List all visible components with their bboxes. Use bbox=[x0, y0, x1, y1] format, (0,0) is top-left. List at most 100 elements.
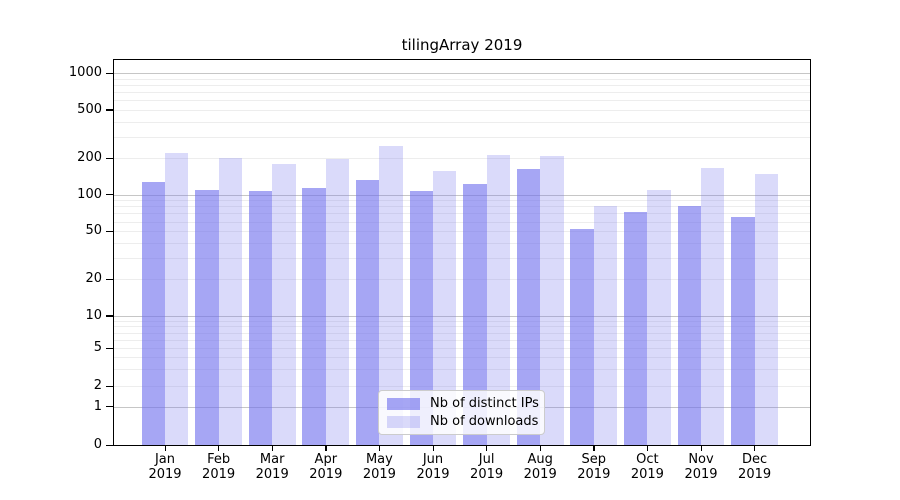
plot-area bbox=[114, 60, 810, 445]
y-tick-label-0: 0 bbox=[93, 437, 102, 452]
bar-aug-downloads bbox=[540, 156, 564, 445]
x-tick-mark-sep bbox=[593, 445, 595, 451]
bar-oct-downloads bbox=[647, 189, 671, 445]
gridline-minor-600 bbox=[114, 100, 810, 102]
gridline-minor-800 bbox=[114, 85, 810, 87]
y-tick-mark-500 bbox=[106, 109, 113, 111]
x-tick-label-sep: Sep 2019 bbox=[577, 452, 611, 482]
gridline-minor-300 bbox=[114, 136, 810, 138]
gridline-minor-400 bbox=[114, 121, 810, 123]
bar-jan-downloads bbox=[165, 152, 189, 445]
legend: Nb of distinct IPs Nb of downloads bbox=[378, 390, 545, 435]
gridline-minor-900 bbox=[114, 78, 810, 80]
legend-row-distinct-ips: Nb of distinct IPs bbox=[387, 396, 539, 411]
gridline-minor-90 bbox=[114, 200, 810, 202]
x-tick-mark-nov bbox=[700, 445, 702, 451]
bar-dec-downloads bbox=[754, 173, 778, 445]
y-tick-label-2: 2 bbox=[93, 378, 102, 393]
y-tick-label-20: 20 bbox=[85, 271, 102, 287]
x-tick-label-apr: Apr 2019 bbox=[309, 452, 343, 482]
chart-title: tilingArray 2019 bbox=[401, 36, 523, 54]
x-tick-label-nov: Nov 2019 bbox=[684, 452, 718, 482]
x-tick-mark-feb bbox=[218, 445, 220, 451]
gridline-minor-60 bbox=[114, 221, 810, 223]
x-tick-mark-aug bbox=[539, 445, 541, 451]
x-tick-label-feb: Feb 2019 bbox=[202, 452, 236, 482]
gridline-minor-50 bbox=[114, 231, 810, 233]
bar-mar-distinct-ips bbox=[248, 190, 273, 445]
gridline-minor-40 bbox=[114, 242, 810, 244]
gridline-major-100 bbox=[114, 194, 810, 196]
bar-jul-downloads bbox=[486, 154, 510, 445]
x-tick-mark-jul bbox=[486, 445, 488, 451]
gridline-minor-9 bbox=[114, 320, 810, 322]
legend-swatch-downloads bbox=[387, 415, 420, 428]
bar-may-downloads bbox=[379, 146, 403, 445]
x-tick-mark-may bbox=[378, 445, 381, 451]
y-tick-label-1000: 1000 bbox=[68, 65, 102, 81]
y-tick-label-5: 5 bbox=[93, 340, 102, 356]
x-tick-mark-dec bbox=[754, 445, 756, 451]
x-tick-mark-jan bbox=[164, 445, 166, 451]
y-tick-label-100: 100 bbox=[77, 186, 102, 202]
gridline-minor-500 bbox=[114, 109, 810, 111]
y-tick-mark-200 bbox=[106, 157, 113, 159]
y-tick-label-500: 500 bbox=[77, 101, 102, 117]
gridline-major-1000 bbox=[114, 73, 810, 75]
gridline-minor-7 bbox=[114, 332, 810, 334]
y-tick-mark-5 bbox=[106, 347, 113, 350]
gridline-minor-80 bbox=[114, 206, 810, 208]
y-tick-mark-50 bbox=[106, 230, 113, 232]
y-tick-mark-10 bbox=[106, 315, 113, 317]
y-tick-label-50: 50 bbox=[85, 223, 102, 239]
gridline-minor-3 bbox=[114, 369, 810, 371]
y-tick-label-1: 1 bbox=[93, 398, 102, 414]
x-tick-mark-jun bbox=[432, 445, 434, 451]
gridline-minor-20 bbox=[114, 279, 810, 281]
bar-feb-downloads bbox=[218, 158, 242, 445]
y-tick-mark-20 bbox=[106, 278, 113, 281]
gridline-minor-4 bbox=[114, 357, 810, 359]
y-tick-label-10: 10 bbox=[85, 307, 102, 323]
bar-nov-downloads bbox=[701, 168, 725, 445]
gridline-minor-5 bbox=[114, 348, 810, 350]
y-tick-mark-100 bbox=[106, 194, 113, 196]
bar-apr-distinct-ips bbox=[302, 187, 326, 445]
x-tick-mark-oct bbox=[646, 445, 649, 451]
gridline-minor-200 bbox=[114, 158, 810, 160]
bar-jun-distinct-ips bbox=[409, 190, 433, 445]
x-tick-mark-mar bbox=[271, 445, 273, 451]
x-tick-label-oct: Oct 2019 bbox=[630, 452, 664, 482]
gridline-major-10 bbox=[114, 315, 810, 317]
bar-jul-distinct-ips bbox=[463, 184, 487, 445]
bar-sep-distinct-ips bbox=[570, 229, 594, 445]
bar-dec-distinct-ips bbox=[731, 217, 755, 445]
x-tick-label-may: May 2019 bbox=[362, 452, 396, 482]
bar-mar-downloads bbox=[272, 164, 296, 445]
x-tick-label-dec: Dec 2019 bbox=[738, 452, 772, 482]
gridline-minor-6 bbox=[114, 339, 810, 341]
x-tick-label-jan: Jan 2019 bbox=[148, 452, 182, 482]
y-tick-mark-2 bbox=[106, 385, 113, 387]
y-tick-mark-1000 bbox=[106, 72, 113, 75]
gridline-minor-8 bbox=[114, 326, 810, 328]
bar-oct-distinct-ips bbox=[624, 211, 648, 445]
x-tick-label-aug: Aug 2019 bbox=[523, 452, 557, 482]
legend-label-downloads: Nb of downloads bbox=[430, 413, 539, 429]
gridline-minor-70 bbox=[114, 213, 810, 215]
bar-may-distinct-ips bbox=[356, 180, 380, 445]
bar-nov-distinct-ips bbox=[677, 205, 701, 445]
y-tick-mark-1 bbox=[106, 406, 113, 408]
gridline-minor-2 bbox=[114, 386, 810, 387]
bar-jun-downloads bbox=[433, 170, 457, 445]
bar-jan-distinct-ips bbox=[141, 182, 165, 445]
legend-row-downloads: Nb of downloads bbox=[387, 413, 539, 429]
x-tick-label-jun: Jun 2019 bbox=[416, 452, 450, 482]
x-tick-mark-apr bbox=[325, 445, 327, 451]
bar-sep-downloads bbox=[593, 206, 618, 445]
x-tick-label-mar: Mar 2019 bbox=[255, 452, 289, 482]
gridline-minor-700 bbox=[114, 92, 810, 94]
x-tick-label-jul: Jul 2019 bbox=[470, 452, 504, 482]
bar-feb-distinct-ips bbox=[195, 189, 219, 445]
